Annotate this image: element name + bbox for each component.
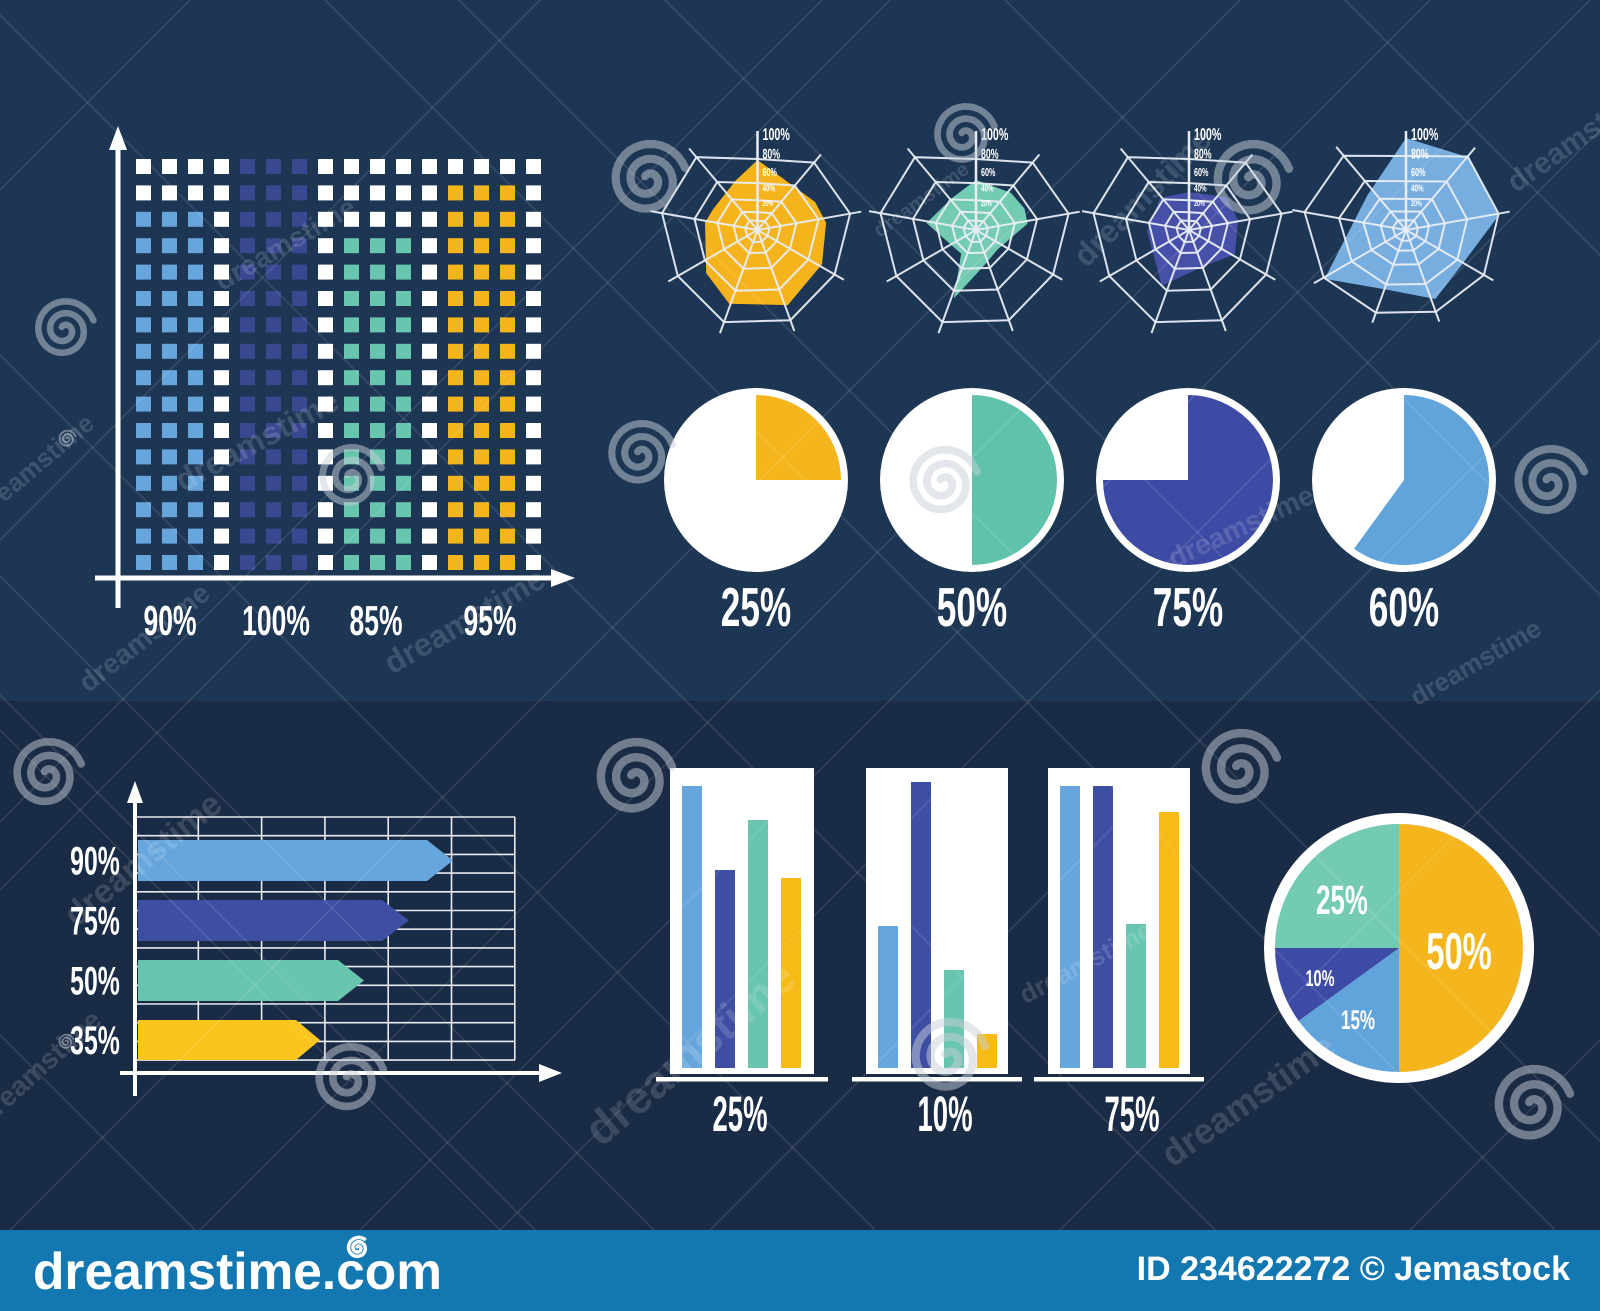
svg-text:20%: 20% [763,198,774,208]
svg-text:80%: 80% [981,146,999,162]
svg-text:100%: 100% [981,125,1008,144]
svg-text:40%: 40% [981,184,994,195]
svg-text:100%: 100% [1194,125,1221,144]
svg-text:100%: 100% [1411,125,1438,144]
svg-text:10%: 10% [1305,965,1334,991]
svg-text:25%: 25% [712,1086,767,1142]
svg-text:dreamstime.com: dreamstime.com [33,1243,442,1301]
svg-text:35%: 35% [70,1019,120,1063]
svg-text:25%: 25% [721,576,791,638]
svg-text:95%: 95% [464,597,517,644]
svg-text:60%: 60% [981,167,996,179]
svg-text:40%: 40% [763,184,776,195]
svg-text:60%: 60% [1194,167,1209,179]
svg-text:60%: 60% [763,167,778,179]
svg-text:100%: 100% [242,597,310,644]
svg-text:80%: 80% [1411,146,1429,162]
svg-text:15%: 15% [1341,1005,1375,1035]
svg-text:20%: 20% [1411,198,1422,208]
svg-text:40%: 40% [1411,184,1424,195]
svg-text:75%: 75% [1153,576,1223,638]
svg-text:20%: 20% [981,198,992,208]
svg-text:50%: 50% [70,960,120,1004]
svg-text:25%: 25% [1316,877,1368,923]
svg-text:ID 234622272 © Jemastock: ID 234622272 © Jemastock [1137,1250,1570,1288]
svg-text:85%: 85% [350,597,403,644]
svg-text:50%: 50% [937,576,1007,638]
svg-text:90%: 90% [70,840,120,884]
svg-text:100%: 100% [763,125,790,144]
svg-text:60%: 60% [1369,576,1439,638]
svg-text:80%: 80% [763,146,781,162]
svg-text:10%: 10% [917,1086,972,1142]
svg-text:90%: 90% [144,597,197,644]
svg-text:80%: 80% [1194,146,1212,162]
svg-text:20%: 20% [1194,198,1205,208]
svg-text:60%: 60% [1411,167,1426,179]
svg-text:40%: 40% [1194,184,1207,195]
svg-text:75%: 75% [1104,1086,1159,1142]
svg-text:75%: 75% [70,900,120,944]
svg-text:50%: 50% [1426,923,1492,981]
